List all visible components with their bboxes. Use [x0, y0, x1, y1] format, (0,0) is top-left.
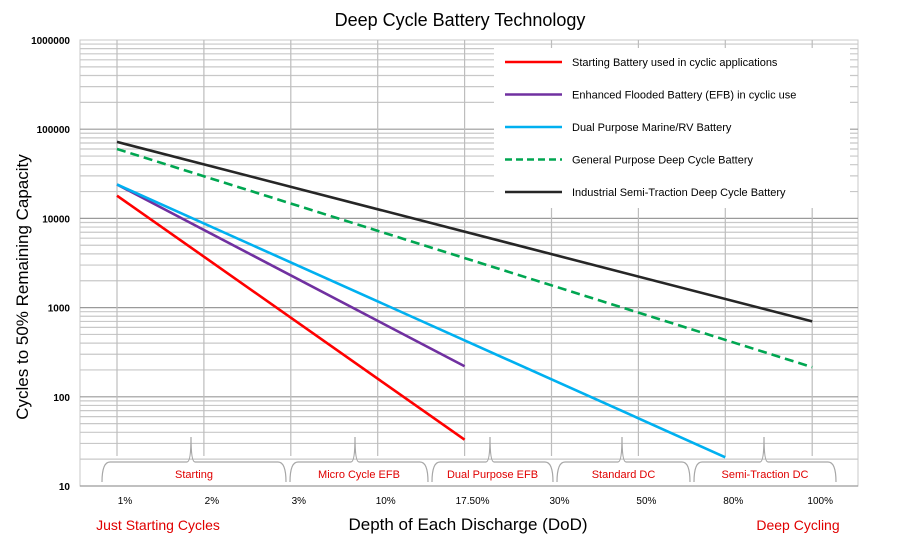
- y-axis-label: Cycles to 50% Remaining Capacity: [13, 154, 32, 420]
- series-line: [116, 147, 813, 369]
- series-line: [116, 183, 466, 368]
- band-label: Semi-Traction DC: [722, 469, 809, 481]
- x-tick-label: 2%: [205, 496, 220, 507]
- right-note: Deep Cycling: [756, 517, 839, 533]
- y-tick-label: 1000: [48, 304, 71, 315]
- x-axis-label: Depth of Each Discharge (DoD): [348, 515, 587, 534]
- y-tick-label: 10000: [42, 214, 70, 225]
- y-tick-label: 100000: [37, 125, 71, 136]
- band-label: Standard DC: [592, 469, 656, 481]
- x-tick-label: 30%: [549, 496, 569, 507]
- x-tick-label: 1%: [118, 496, 133, 507]
- tick-labels: 1000000 100000 10000 1000 100 10 1% 2% 3% 10% 17.5…: [31, 36, 833, 507]
- legend-label: Industrial Semi-Traction Deep Cycle Batt…: [572, 187, 786, 199]
- legend-label: Enhanced Flooded Battery (EFB) in cyclic…: [572, 90, 796, 102]
- y-tick-label: 10: [59, 482, 71, 493]
- band-label: Micro Cycle EFB: [318, 469, 400, 481]
- x-tick-label: 100%: [807, 496, 833, 507]
- band-bracket: [556, 436, 691, 483]
- legend: Starting Battery used in cyclic applicat…: [494, 48, 850, 208]
- series-line: [116, 183, 726, 459]
- y-tick-label: 1000000: [31, 36, 70, 47]
- band-bracket: [693, 436, 837, 483]
- series-lines: [116, 140, 813, 459]
- band-bracket: [101, 436, 287, 483]
- legend-label: Starting Battery used in cyclic applicat…: [572, 57, 778, 69]
- x-tick-label: 50%: [636, 496, 656, 507]
- left-note: Just Starting Cycles: [96, 517, 220, 533]
- x-tick-label: 10%: [376, 496, 396, 507]
- legend-label: General Purpose Deep Cycle Battery: [572, 155, 753, 167]
- band-bracket: [289, 436, 429, 483]
- chart-title: Deep Cycle Battery Technology: [335, 10, 586, 30]
- y-tick-label: 100: [53, 393, 70, 404]
- x-tick-label: 17.50%: [456, 496, 490, 507]
- x-band-brackets: Starting Micro Cycle EFB Dual Purpose EFB S…: [101, 436, 837, 483]
- series-line: [116, 194, 466, 441]
- x-tick-label: 3%: [292, 496, 307, 507]
- series-line: [116, 140, 813, 323]
- band-label: Starting: [175, 469, 213, 481]
- x-tick-label: 80%: [723, 496, 743, 507]
- band-bracket: [431, 436, 554, 483]
- band-label: Dual Purpose EFB: [447, 469, 538, 481]
- legend-label: Dual Purpose Marine/RV Battery: [572, 122, 732, 134]
